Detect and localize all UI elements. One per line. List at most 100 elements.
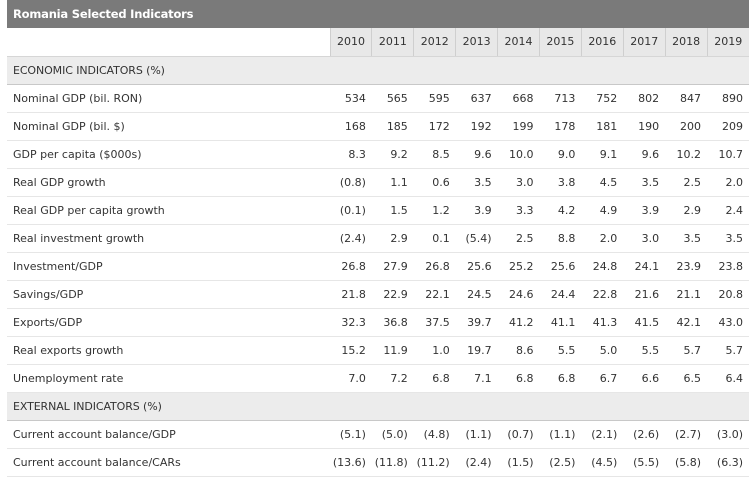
value-cell: 200	[665, 112, 708, 141]
value-cell: 6.8	[413, 364, 456, 393]
value-cell: 3.8	[539, 168, 582, 197]
row-label: Exports/GDP	[7, 308, 331, 337]
value-cell: 890	[707, 84, 749, 113]
value-cell: 713	[539, 84, 582, 113]
value-cell: 3.5	[623, 168, 666, 197]
value-cell: 3.0	[623, 224, 666, 253]
value-cell: 168	[330, 112, 372, 141]
value-cell: 5.7	[707, 336, 749, 365]
value-cell: 10.2	[665, 140, 708, 169]
value-cell: 21.6	[623, 280, 666, 309]
value-cell: (1.5)	[497, 448, 540, 477]
value-cell: (2.4)	[455, 448, 498, 477]
value-cell: (1.1)	[539, 420, 582, 449]
value-cell: 2.5	[497, 224, 540, 253]
value-cell: 178	[539, 112, 582, 141]
indicators-table: 2010 2011 2012 2013 2014 2015 2016 2017 2018 2019…	[7, 28, 749, 477]
value-cell: 3.5	[707, 224, 749, 253]
value-cell: (6.3)	[707, 448, 749, 477]
value-cell: 8.6	[497, 336, 540, 365]
year-header: 2010	[329, 28, 372, 57]
value-cell: 637	[455, 84, 498, 113]
year-header: 2013	[455, 28, 498, 57]
section-header-row: EXTERNAL INDICATORS (%)	[7, 391, 749, 421]
value-cell: 181	[581, 112, 624, 141]
year-header: 2012	[413, 28, 456, 57]
value-cell: (5.1)	[330, 420, 372, 449]
value-cell: 0.1	[413, 224, 456, 253]
table-row: Real exports growth 15.2 11.9 1.0 19.7 8.6 5.5…	[7, 336, 749, 365]
value-cell: 25.6	[455, 252, 498, 281]
table-row: GDP per capita ($000s) 8.3 9.2 8.5 9.6 10.0 9.…	[7, 140, 749, 169]
row-label: Real GDP per capita growth	[7, 196, 331, 225]
value-cell: 752	[581, 84, 624, 113]
value-cell: (0.7)	[497, 420, 540, 449]
value-cell: 192	[455, 112, 498, 141]
table-row: Current account balance/CARs (13.6) (11.8)…	[7, 448, 749, 477]
value-cell: 2.9	[665, 196, 708, 225]
value-cell: 3.0	[497, 168, 540, 197]
table-row: Unemployment rate 7.0 7.2 6.8 7.1 6.8 6.8 6.7 6.…	[7, 364, 749, 393]
value-cell: 8.5	[413, 140, 456, 169]
value-cell: 24.5	[455, 280, 498, 309]
value-cell: (5.0)	[371, 420, 414, 449]
value-cell: 41.5	[623, 308, 666, 337]
value-cell: 20.8	[707, 280, 749, 309]
value-cell: 2.0	[707, 168, 749, 197]
value-cell: 0.6	[413, 168, 456, 197]
value-cell: 7.1	[455, 364, 498, 393]
value-cell: (2.6)	[623, 420, 666, 449]
value-cell: 41.1	[539, 308, 582, 337]
section-title: ECONOMIC INDICATORS (%)	[7, 55, 749, 85]
value-cell: (11.8)	[371, 448, 414, 477]
value-cell: 24.8	[581, 252, 624, 281]
value-cell: (4.8)	[413, 420, 456, 449]
value-cell: 8.8	[539, 224, 582, 253]
value-cell: (0.8)	[330, 168, 372, 197]
value-cell: 21.1	[665, 280, 708, 309]
row-label: Real GDP growth	[7, 168, 331, 197]
value-cell: 2.4	[707, 196, 749, 225]
row-label: Nominal GDP (bil. RON)	[7, 84, 331, 113]
value-cell: (2.5)	[539, 448, 582, 477]
row-label: Savings/GDP	[7, 280, 331, 309]
value-cell: (11.2)	[413, 448, 456, 477]
value-cell: 9.6	[623, 140, 666, 169]
value-cell: 39.7	[455, 308, 498, 337]
value-cell: 10.7	[707, 140, 749, 169]
row-label: GDP per capita ($000s)	[7, 140, 331, 169]
table-row: Current account balance/GDP (5.1) (5.0) (4.…	[7, 420, 749, 449]
value-cell: 41.2	[497, 308, 540, 337]
value-cell: 26.8	[413, 252, 456, 281]
value-cell: (1.1)	[455, 420, 498, 449]
table-row: Real GDP per capita growth (0.1) 1.5 1.2 3.9…	[7, 196, 749, 225]
year-header: 2014	[497, 28, 540, 57]
row-label: Real exports growth	[7, 336, 331, 365]
value-cell: 5.7	[665, 336, 708, 365]
value-cell: 22.9	[371, 280, 414, 309]
value-cell: 6.5	[665, 364, 708, 393]
value-cell: (2.1)	[581, 420, 624, 449]
year-header: 2019	[706, 28, 749, 57]
value-cell: 32.3	[330, 308, 372, 337]
value-cell: 24.4	[539, 280, 582, 309]
value-cell: 199	[497, 112, 540, 141]
value-cell: 23.8	[707, 252, 749, 281]
value-cell: 3.5	[455, 168, 498, 197]
value-cell: 9.6	[455, 140, 498, 169]
header-blank-cell	[7, 28, 331, 57]
value-cell: 534	[330, 84, 372, 113]
value-cell: (0.1)	[330, 196, 372, 225]
value-cell: 4.5	[581, 168, 624, 197]
value-cell: 3.5	[665, 224, 708, 253]
table-row: Real investment growth (2.4) 2.9 0.1 (5.4) 2.…	[7, 224, 749, 253]
row-label: Investment/GDP	[7, 252, 331, 281]
value-cell: 1.2	[413, 196, 456, 225]
value-cell: 668	[497, 84, 540, 113]
table-body: ECONOMIC INDICATORS (%) Nominal GDP (bil.…	[7, 55, 749, 477]
table-row: Nominal GDP (bil. RON) 534 565 595 637 668 713…	[7, 84, 749, 113]
value-cell: 9.0	[539, 140, 582, 169]
value-cell: 25.6	[539, 252, 582, 281]
table-row: Investment/GDP 26.8 27.9 26.8 25.6 25.2 25.6 24…	[7, 252, 749, 281]
value-cell: 8.3	[330, 140, 372, 169]
